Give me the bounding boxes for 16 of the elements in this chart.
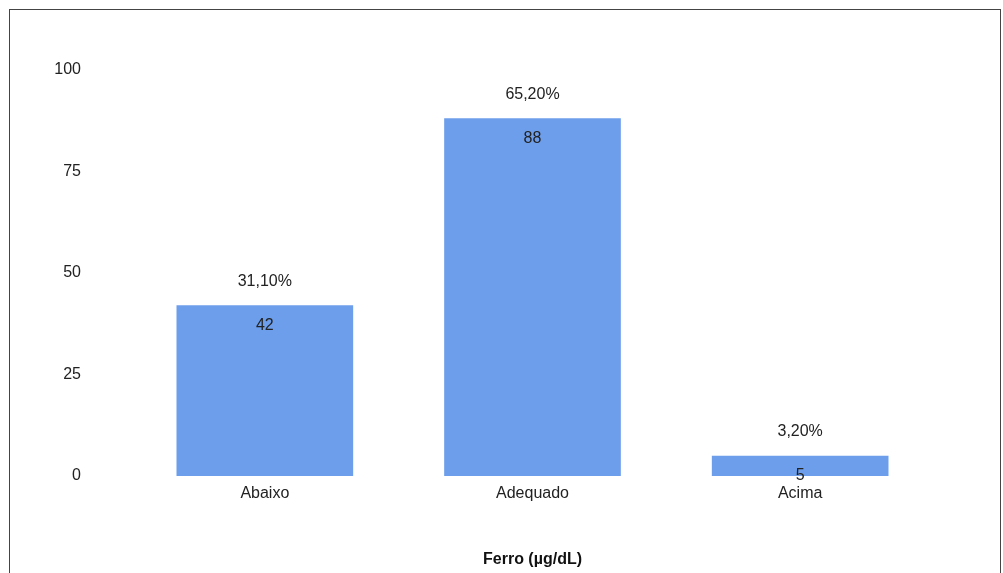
y-tick-label: 75 <box>63 161 82 179</box>
bar <box>176 305 354 476</box>
x-tick-label: Abaixo <box>240 484 290 502</box>
y-tick-label: 100 <box>54 60 82 78</box>
x-axis-title: Ferro (µg/dL) <box>483 549 582 567</box>
y-tick-label: 0 <box>72 466 82 484</box>
bar <box>444 118 621 476</box>
x-tick-label: Adequado <box>496 484 570 502</box>
data-label: 88 <box>523 128 542 146</box>
x-tick-label: Acima <box>777 484 823 502</box>
annotation: 3,20% <box>777 422 823 440</box>
y-tick-label: 25 <box>63 364 82 382</box>
y-tick-label: 50 <box>63 263 82 281</box>
annotation: 31,10% <box>237 271 292 289</box>
data-label: 42 <box>255 315 274 333</box>
annotation: 65,20% <box>505 84 560 102</box>
